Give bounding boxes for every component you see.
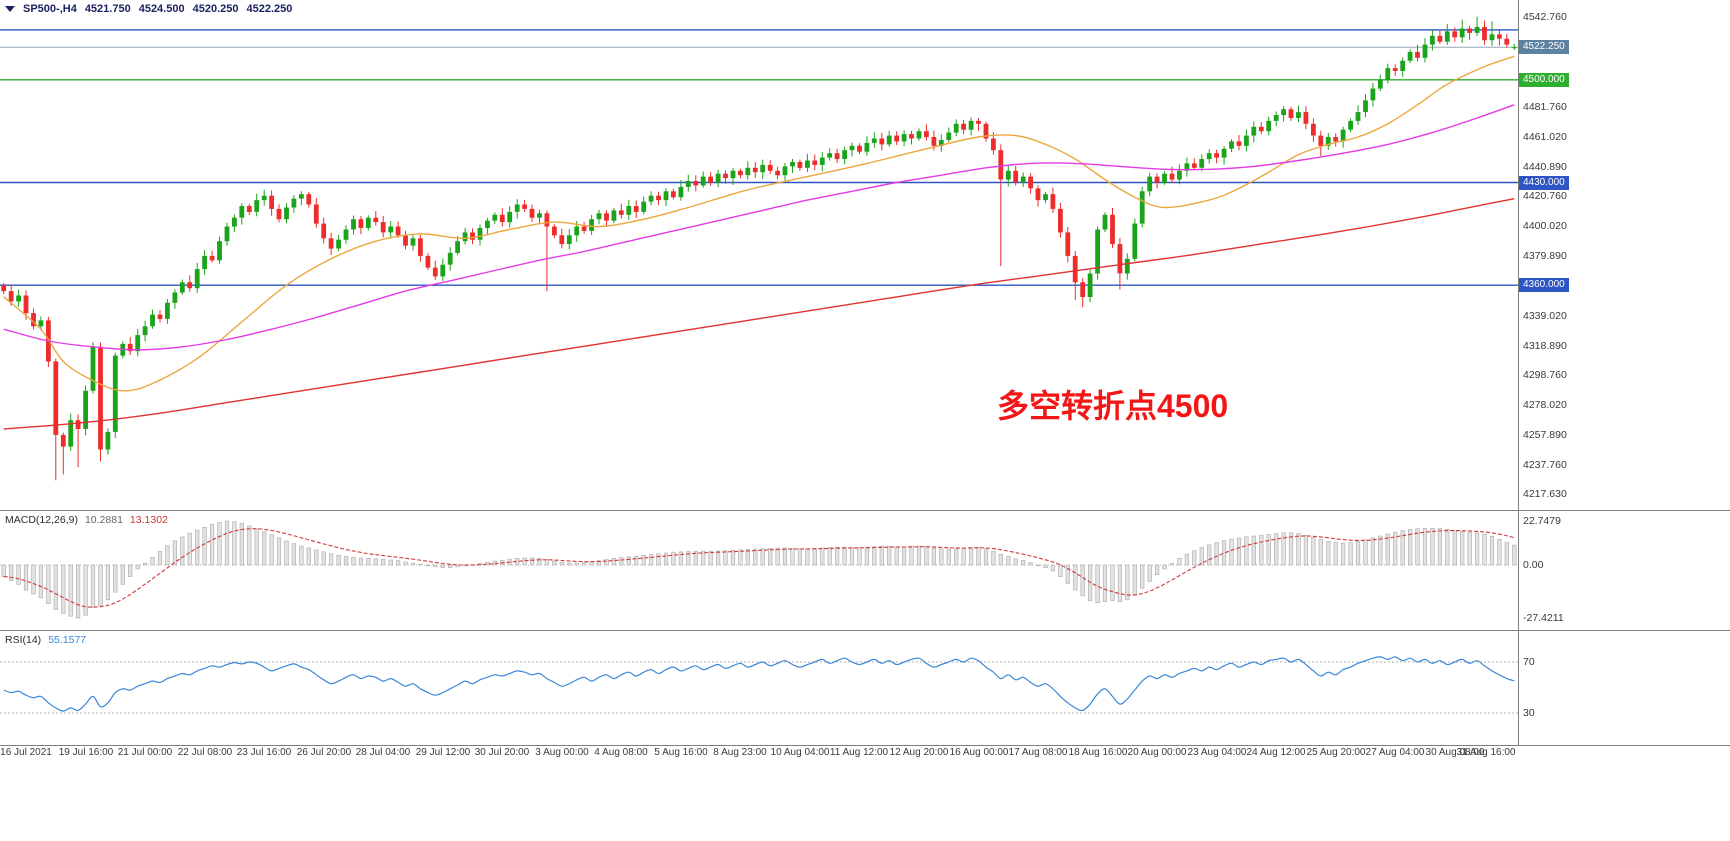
ohlc-low-value: 4520.250 xyxy=(192,3,239,15)
time-axis-label: 31 Aug 16:00 xyxy=(1456,747,1516,758)
chart-dropdown-arrow-icon[interactable] xyxy=(5,6,15,12)
time-axis-label: 20 Aug 00:00 xyxy=(1127,747,1187,758)
time-axis-label: 10 Aug 04:00 xyxy=(770,747,830,758)
price-scale-axis[interactable] xyxy=(1518,0,1519,745)
price-axis-label: 4278.020 xyxy=(1523,399,1567,411)
macd-rsi-panel-divider[interactable] xyxy=(0,630,1730,631)
time-axis-label: 23 Aug 04:00 xyxy=(1187,747,1247,758)
time-axis-label: 30 Aug 08:00 xyxy=(1425,747,1485,758)
time-axis-label: 25 Aug 20:00 xyxy=(1306,747,1366,758)
rsi-axis-label: 70 xyxy=(1523,656,1535,668)
price-axis-label: 4461.020 xyxy=(1523,131,1567,143)
rsi-line xyxy=(3,656,1515,712)
candles xyxy=(1,16,1517,481)
time-axis-label: 21 Jul 00:00 xyxy=(117,747,173,758)
price-axis-label: 4318.890 xyxy=(1523,340,1567,352)
time-axis-label: 24 Aug 12:00 xyxy=(1246,747,1306,758)
macd-indicator-label: MACD(12,26,9) 10.2881 13.1302 xyxy=(5,514,168,526)
price-axis-label: 4237.760 xyxy=(1523,459,1567,471)
price-badge-4360.000: 4360.000 xyxy=(1519,278,1569,292)
macd-axis-label: 0.00 xyxy=(1523,559,1544,571)
time-axis-label: 26 Jul 20:00 xyxy=(296,747,352,758)
price-axis-label: 4257.890 xyxy=(1523,429,1567,441)
rsi-indicator-label: RSI(14) 55.1577 xyxy=(5,634,86,646)
price-axis-label: 4440.890 xyxy=(1523,161,1567,173)
time-axis-label: 5 Aug 16:00 xyxy=(654,747,708,758)
time-axis-label: 8 Aug 23:00 xyxy=(713,747,767,758)
price-axis-label: 4298.760 xyxy=(1523,369,1567,381)
ma-fast-line xyxy=(3,55,1515,392)
price-axis-label: 4420.760 xyxy=(1523,190,1567,202)
ma-slow-line xyxy=(3,198,1515,430)
rsi-axis-label: 30 xyxy=(1523,707,1535,719)
macd-signal-line xyxy=(3,528,1515,608)
annotation-text[interactable]: 多空转折点4500 xyxy=(997,388,1229,424)
price-badge-4500.000: 4500.000 xyxy=(1519,73,1569,87)
time-axis-label: 3 Aug 00:00 xyxy=(535,747,589,758)
rsi-title: RSI(14) xyxy=(5,634,42,646)
price-axis-label: 4481.760 xyxy=(1523,101,1567,113)
ohlc-close-value: 4522.250 xyxy=(246,3,293,15)
time-axis-label: 29 Jul 12:00 xyxy=(415,747,471,758)
macd-signal-value: 13.1302 xyxy=(129,514,168,526)
time-axis-label: 18 Aug 16:00 xyxy=(1068,747,1128,758)
time-axis-label: 27 Aug 04:00 xyxy=(1365,747,1425,758)
price-axis-label: 4217.630 xyxy=(1523,488,1567,500)
macd-axis-label: 22.7479 xyxy=(1523,515,1561,527)
price-badge-4430.000: 4430.000 xyxy=(1519,176,1569,190)
main-macd-panel-divider[interactable] xyxy=(0,510,1730,511)
price-axis-label: 4542.760 xyxy=(1523,11,1567,23)
rsi-value: 55.1577 xyxy=(48,634,87,646)
time-axis-label: 12 Aug 20:00 xyxy=(889,747,949,758)
macd-panel-chart[interactable] xyxy=(0,511,1518,630)
time-axis-divider[interactable] xyxy=(0,745,1730,746)
time-axis-label: 17 Aug 08:00 xyxy=(1008,747,1068,758)
price-axis-label: 4339.020 xyxy=(1523,310,1567,322)
main-chart[interactable] xyxy=(0,0,1518,510)
time-axis-label: 19 Jul 16:00 xyxy=(58,747,114,758)
symbol-period-label: SP500-,H4 xyxy=(23,3,77,15)
macd-histogram xyxy=(1,520,1517,619)
time-axis-label: 22 Jul 08:00 xyxy=(177,747,233,758)
time-axis-label: 28 Jul 04:00 xyxy=(355,747,411,758)
time-axis-label: 30 Jul 20:00 xyxy=(474,747,530,758)
price-axis-label: 4379.890 xyxy=(1523,250,1567,262)
time-axis-label: 16 Aug 00:00 xyxy=(949,747,1009,758)
time-axis-label: 16 Jul 2021 xyxy=(0,747,52,758)
time-axis-label: 11 Aug 12:00 xyxy=(829,747,889,758)
macd-main-value: 10.2881 xyxy=(84,514,123,526)
macd-title: MACD(12,26,9) xyxy=(5,514,78,526)
price-axis-label: 4400.020 xyxy=(1523,220,1567,232)
chart-header: SP500-,H4 4521.750 4524.500 4520.250 452… xyxy=(5,3,292,15)
ma-mid-line xyxy=(3,104,1515,351)
ohlc-high-value: 4524.500 xyxy=(138,3,185,15)
rsi-panel-chart[interactable] xyxy=(0,631,1518,745)
time-axis-label: 23 Jul 16:00 xyxy=(236,747,292,758)
price-badge-4522.250: 4522.250 xyxy=(1519,40,1569,54)
macd-axis-label: -27.4211 xyxy=(1523,612,1564,624)
time-axis-label: 4 Aug 08:00 xyxy=(594,747,648,758)
ohlc-open-value: 4521.750 xyxy=(84,3,131,15)
